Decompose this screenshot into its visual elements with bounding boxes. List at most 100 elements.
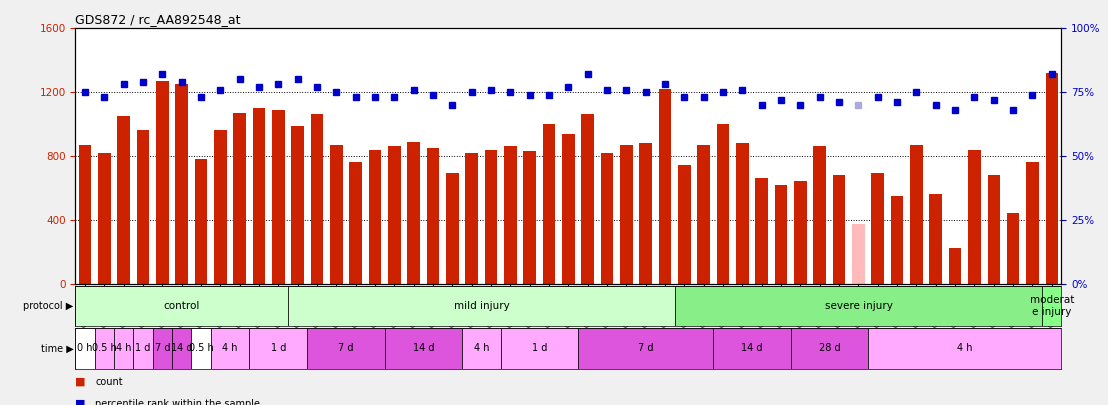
Bar — [774, 185, 788, 284]
Text: mild injury: mild injury — [453, 301, 510, 311]
Bar — [987, 175, 1001, 284]
Bar — [504, 146, 516, 284]
Bar — [675, 286, 1043, 326]
Bar — [288, 286, 675, 326]
Bar — [562, 134, 575, 284]
Bar — [211, 328, 249, 369]
Bar — [756, 178, 768, 284]
Bar — [94, 328, 114, 369]
Bar — [852, 224, 864, 284]
Text: 14 d: 14 d — [171, 343, 193, 353]
Text: GDS872 / rc_AA892548_at: GDS872 / rc_AA892548_at — [75, 13, 240, 26]
Text: percentile rank within the sample: percentile rank within the sample — [95, 399, 260, 405]
Bar — [195, 159, 207, 284]
Bar — [578, 328, 714, 369]
Text: time ▶: time ▶ — [41, 343, 73, 353]
Bar — [369, 149, 381, 284]
Bar — [543, 124, 555, 284]
Bar — [678, 166, 690, 284]
Text: 14 d: 14 d — [412, 343, 434, 353]
Bar — [75, 328, 94, 369]
Bar — [447, 173, 459, 284]
Bar — [697, 145, 710, 284]
Bar — [156, 81, 168, 284]
Bar — [253, 108, 265, 284]
Bar — [833, 175, 845, 284]
Bar — [968, 149, 981, 284]
Text: 1 d: 1 d — [532, 343, 547, 353]
Bar — [192, 328, 211, 369]
Bar — [714, 328, 791, 369]
Bar — [868, 328, 1061, 369]
Text: 7 d: 7 d — [638, 343, 654, 353]
Bar — [79, 145, 91, 284]
Bar — [1046, 73, 1058, 284]
Bar — [465, 153, 478, 284]
Bar — [659, 89, 671, 284]
Text: 7 d: 7 d — [155, 343, 171, 353]
Bar — [388, 146, 401, 284]
Bar — [133, 328, 153, 369]
Text: control: control — [164, 301, 199, 311]
Bar — [172, 328, 192, 369]
Bar — [813, 146, 827, 284]
Bar — [872, 173, 884, 284]
Bar — [1007, 213, 1019, 284]
Bar — [948, 248, 962, 284]
Text: 1 d: 1 d — [135, 343, 151, 353]
Text: 1 d: 1 d — [270, 343, 286, 353]
Bar — [114, 328, 133, 369]
Bar — [330, 145, 342, 284]
Text: ■: ■ — [75, 377, 85, 387]
Bar — [582, 115, 594, 284]
Bar — [639, 143, 652, 284]
Text: 4 h: 4 h — [116, 343, 132, 353]
Bar — [384, 328, 462, 369]
Bar — [736, 143, 749, 284]
Bar — [930, 194, 942, 284]
Bar — [291, 126, 304, 284]
Bar — [234, 113, 246, 284]
Text: 0.5 h: 0.5 h — [92, 343, 116, 353]
Text: ■: ■ — [75, 399, 85, 405]
Bar — [910, 145, 923, 284]
Bar — [620, 145, 633, 284]
Bar — [501, 328, 578, 369]
Text: 0.5 h: 0.5 h — [188, 343, 214, 353]
Text: 4 h: 4 h — [473, 343, 489, 353]
Bar — [273, 110, 285, 284]
Bar — [249, 328, 307, 369]
Text: 4 h: 4 h — [223, 343, 238, 353]
Bar — [310, 115, 324, 284]
Bar — [791, 328, 868, 369]
Bar — [408, 142, 420, 284]
Bar — [601, 153, 614, 284]
Bar — [153, 328, 172, 369]
Bar — [1026, 162, 1038, 284]
Bar — [307, 328, 384, 369]
Text: 7 d: 7 d — [338, 343, 353, 353]
Bar — [214, 130, 227, 284]
Bar — [462, 328, 501, 369]
Text: count: count — [95, 377, 123, 387]
Bar — [485, 149, 497, 284]
Text: 14 d: 14 d — [741, 343, 762, 353]
Bar — [523, 151, 536, 284]
Bar — [891, 196, 903, 284]
Text: moderat
e injury: moderat e injury — [1029, 295, 1074, 317]
Bar — [99, 153, 111, 284]
Bar — [717, 124, 729, 284]
Bar — [1043, 286, 1061, 326]
Bar — [427, 148, 440, 284]
Bar — [117, 116, 130, 284]
Bar — [136, 130, 150, 284]
Text: 0 h: 0 h — [78, 343, 93, 353]
Bar — [794, 181, 807, 284]
Text: 28 d: 28 d — [819, 343, 840, 353]
Bar — [75, 286, 288, 326]
Text: protocol ▶: protocol ▶ — [23, 301, 73, 311]
Bar — [349, 162, 362, 284]
Text: 4 h: 4 h — [957, 343, 973, 353]
Bar — [175, 84, 188, 284]
Text: severe injury: severe injury — [824, 301, 892, 311]
